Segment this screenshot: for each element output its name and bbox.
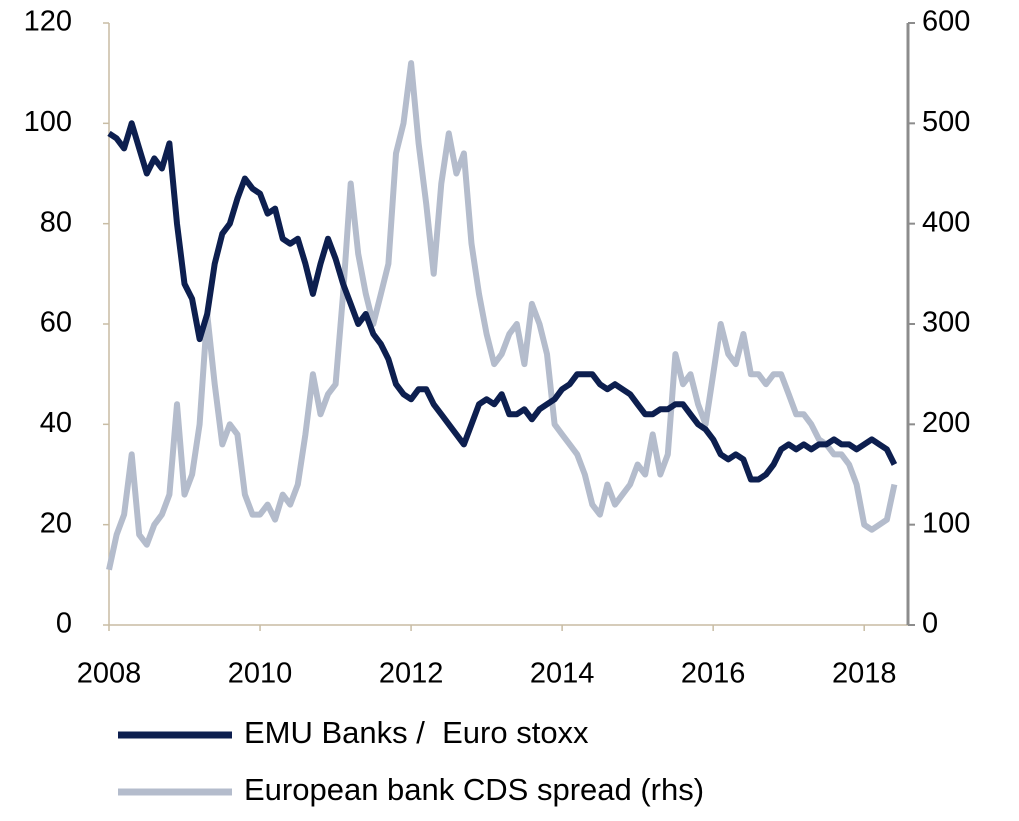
series-line (106, 60, 898, 571)
y2-tick-label: 100 (922, 507, 970, 539)
y-tick-label: 120 (24, 6, 72, 38)
y-tick-label: 80 (40, 206, 72, 238)
y-tick-label: 100 (24, 106, 72, 138)
y-tick-label: 60 (40, 307, 72, 339)
legend-label: EMU Banks / Euro stoxx (244, 715, 589, 750)
x-tick-label: 2008 (77, 658, 142, 690)
y2-tick-label: 0 (922, 608, 938, 640)
x-tick-label: 2012 (379, 658, 444, 690)
y2-tick-label: 400 (922, 206, 970, 238)
y2-tick-label: 600 (922, 6, 970, 38)
y2-tick-label: 200 (922, 407, 970, 439)
y-tick-label: 20 (40, 507, 72, 539)
y2-tick-label: 300 (922, 307, 970, 339)
legend-label: European bank CDS spread (rhs) (244, 772, 704, 807)
x-tick-label: 2018 (832, 658, 897, 690)
y-tick-label: 40 (40, 407, 72, 439)
series-line (107, 120, 898, 483)
y-tick-label: 0 (56, 608, 72, 640)
x-tick-label: 2014 (530, 658, 595, 690)
x-tick-label: 2010 (228, 658, 293, 690)
x-tick-label: 2016 (681, 658, 746, 690)
y2-tick-label: 500 (922, 106, 970, 138)
